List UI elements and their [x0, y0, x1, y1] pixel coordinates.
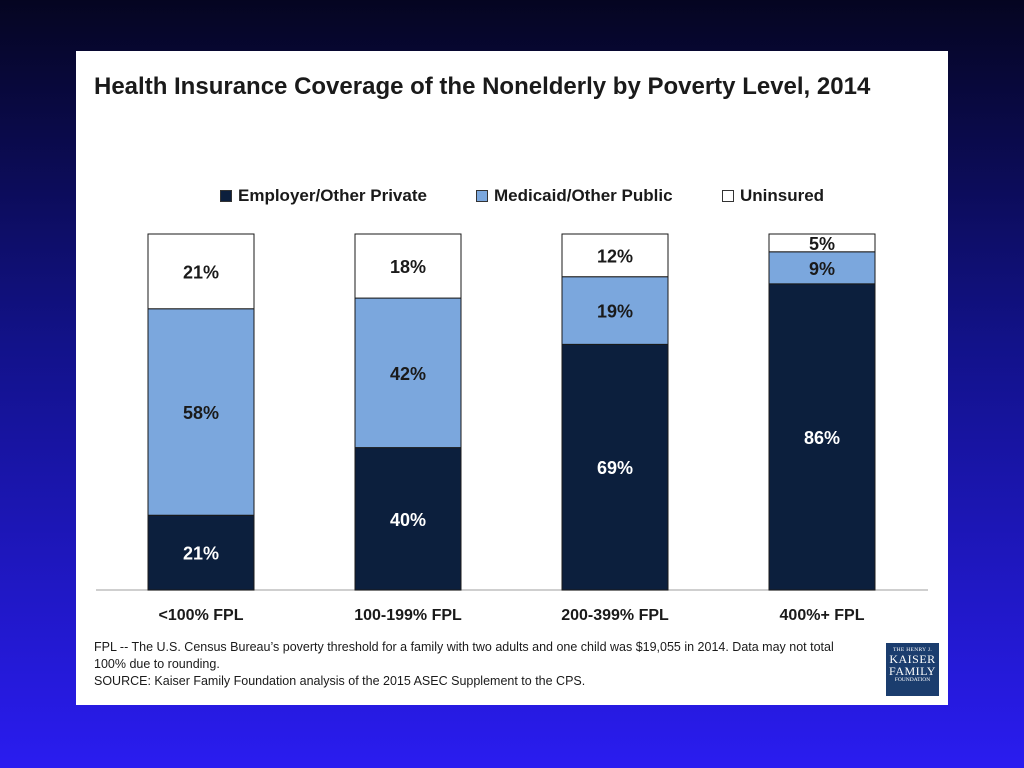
data-label-uninsured-0: 21%: [183, 262, 219, 282]
data-label-employer-other-private-2: 69%: [597, 458, 633, 478]
footnote: FPL -- The U.S. Census Bureau’s poverty …: [94, 639, 854, 690]
legend-item-uninsured: Uninsured: [722, 186, 824, 206]
logo-line-1: THE HENRY J.: [893, 647, 932, 653]
legend-swatch-uninsured: [722, 190, 734, 202]
data-label-uninsured-3: 5%: [809, 234, 835, 254]
logo-line-4: FOUNDATION: [894, 677, 931, 683]
x-tick-label-3: 400%+ FPL: [780, 607, 865, 624]
data-label-employer-other-private-1: 40%: [390, 510, 426, 530]
logo-line-2: KAISER: [889, 652, 936, 666]
data-label-medicaid-other-public-3: 9%: [809, 259, 835, 279]
chart-legend: Employer/Other Private Medicaid/Other Pu…: [76, 186, 948, 210]
bar-segment-medicaid-other-public-1: [354, 297, 462, 449]
footnote-source: SOURCE: Kaiser Family Foundation analysi…: [94, 674, 586, 688]
stacked-bar-chart: 21% 58% 21% <100% FPL 40% 42% 18% 100-199% FPL 6…: [96, 233, 928, 624]
footnote-fpl: FPL -- The U.S. Census Bureau’s poverty …: [94, 640, 834, 671]
bar-segment-medicaid-other-public-3: [768, 251, 876, 285]
data-label-medicaid-other-public-0: 58%: [183, 403, 219, 423]
legend-label-uninsured: Uninsured: [740, 186, 825, 205]
bar-segment-uninsured-1: [354, 233, 462, 299]
chart-title: Health Insurance Coverage of the Nonelde…: [94, 73, 871, 100]
data-label-medicaid-other-public-1: 42%: [390, 364, 426, 384]
x-tick-label-1: 100-199% FPL: [354, 607, 462, 624]
chart-slide: Health Insurance Coverage of the Nonelde…: [76, 51, 948, 705]
bar-segment-uninsured-3: [768, 233, 876, 253]
bar-segment-employer-other-private-3: [768, 283, 876, 591]
logo-line-3: FAMILY: [889, 664, 936, 678]
legend-item-medicaid: Medicaid/Other Public: [476, 186, 673, 206]
legend-swatch-employer: [220, 190, 232, 202]
legend-item-employer: Employer/Other Private: [220, 186, 427, 206]
kaiser-family-foundation-logo: THE HENRY J. KAISER FAMILY FOUNDATION: [886, 643, 939, 696]
bar-segment-employer-other-private-2: [561, 343, 669, 591]
bar-segment-medicaid-other-public-2: [561, 276, 669, 345]
data-label-uninsured-2: 12%: [597, 246, 633, 266]
legend-label-employer: Employer/Other Private: [238, 186, 427, 205]
x-tick-label-2: 200-399% FPL: [561, 607, 669, 624]
bar-segment-uninsured-2: [561, 233, 669, 278]
bar-segment-uninsured-0: [147, 233, 255, 310]
bar-segment-employer-other-private-1: [354, 447, 462, 591]
data-label-uninsured-1: 18%: [390, 257, 426, 277]
legend-label-medicaid: Medicaid/Other Public: [494, 186, 673, 205]
data-label-employer-other-private-0: 21%: [183, 544, 219, 564]
data-label-medicaid-other-public-2: 19%: [597, 302, 633, 322]
data-label-employer-other-private-3: 86%: [804, 428, 840, 448]
legend-swatch-medicaid: [476, 190, 488, 202]
x-tick-label-0: <100% FPL: [159, 607, 244, 624]
